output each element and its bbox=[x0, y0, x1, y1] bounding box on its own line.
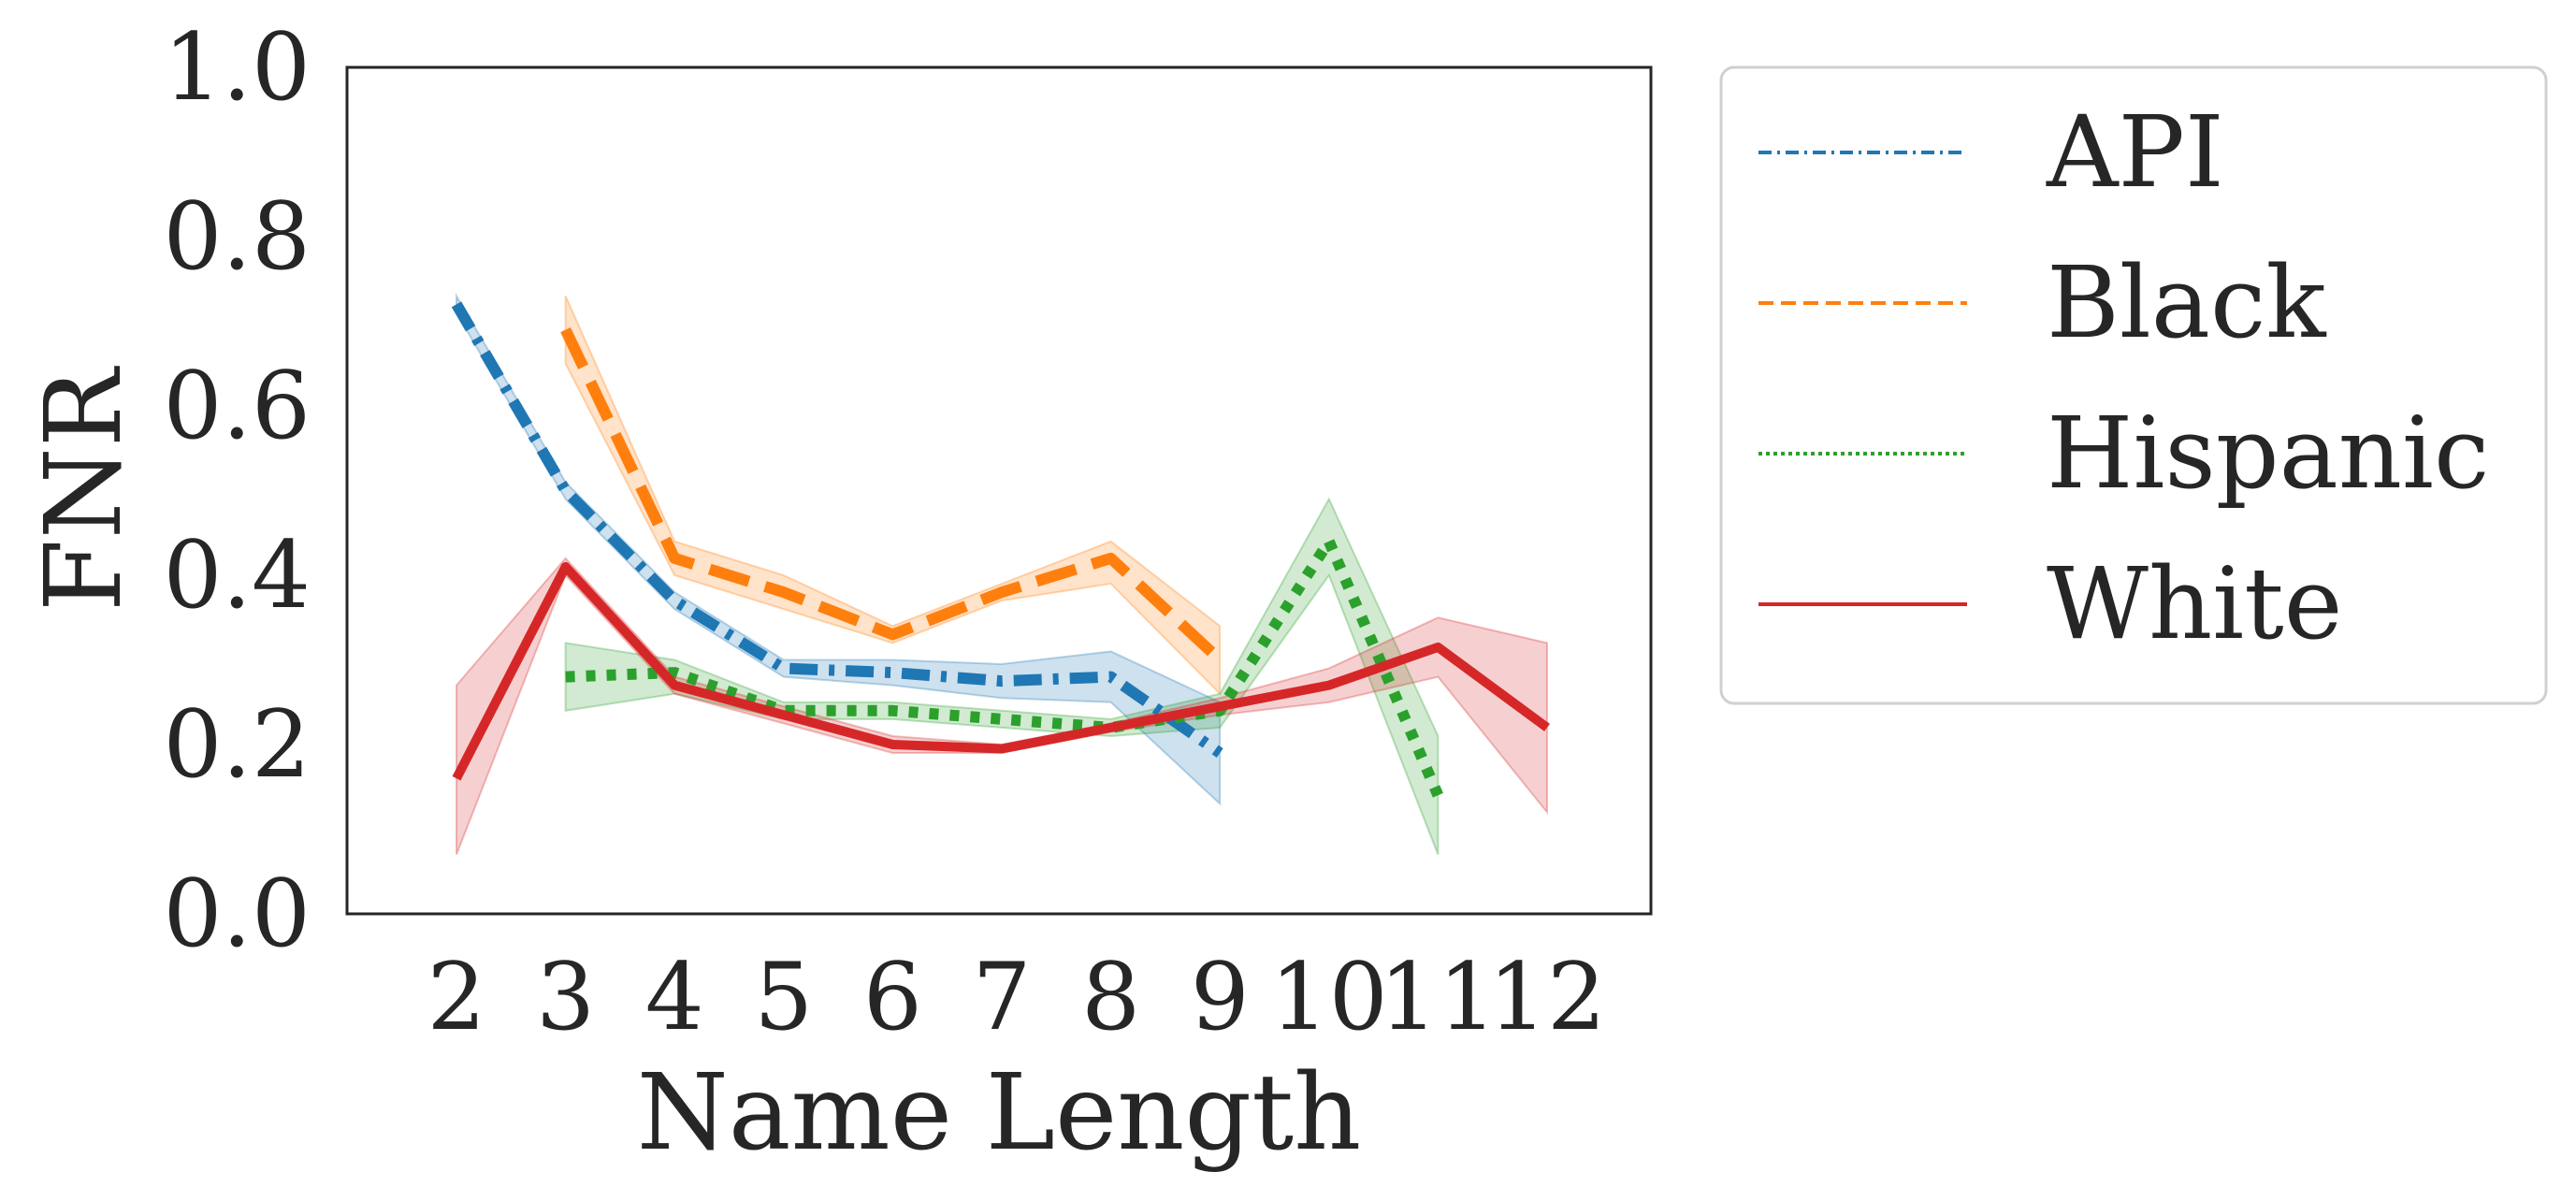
y-tick-label: 0.4 bbox=[164, 522, 311, 629]
legend-label-api: API bbox=[2046, 94, 2224, 210]
line-api bbox=[451, 301, 1223, 758]
x-tick-label: 9 bbox=[1191, 944, 1250, 1051]
x-tick-label: 4 bbox=[645, 944, 704, 1051]
x-tick-label: 12 bbox=[1488, 944, 1606, 1051]
plot-area-frame bbox=[345, 65, 1653, 916]
y-tick-label: 0.8 bbox=[164, 183, 311, 291]
x-axis-label: Name Length bbox=[637, 1052, 1361, 1174]
x-tick-label: 2 bbox=[427, 944, 486, 1051]
y-axis-label: FNR bbox=[23, 365, 145, 612]
x-tick-label: 10 bbox=[1270, 944, 1388, 1051]
legend-frame bbox=[1719, 65, 2548, 705]
line-black bbox=[560, 326, 1224, 664]
legend-label-white: White bbox=[2047, 546, 2342, 661]
x-tick-label: 6 bbox=[863, 944, 922, 1051]
x-tick-label: 3 bbox=[536, 944, 595, 1051]
x-tick-label: 7 bbox=[973, 944, 1032, 1051]
x-tick-label: 11 bbox=[1379, 944, 1497, 1051]
y-tick-label: 0.0 bbox=[164, 861, 311, 968]
y-tick-label: 1.0 bbox=[164, 14, 311, 122]
y-axis-ticks: 0.0 0.2 0.4 0.6 0.8 1.0 bbox=[164, 14, 311, 968]
band-black bbox=[564, 295, 1222, 697]
y-tick-label: 0.6 bbox=[164, 353, 311, 460]
x-tick-label: 8 bbox=[1081, 944, 1140, 1051]
y-tick-label: 0.2 bbox=[164, 691, 311, 799]
legend-label-black: Black bbox=[2047, 245, 2326, 360]
band-white bbox=[456, 557, 1548, 856]
line-hispanic bbox=[565, 535, 1443, 798]
legend: API Black Hispanic White bbox=[1719, 65, 2548, 705]
series-lines bbox=[451, 301, 1550, 798]
line-white bbox=[452, 561, 1550, 781]
x-tick-label: 5 bbox=[754, 944, 813, 1051]
legend-label-hispanic: Hispanic bbox=[2047, 396, 2489, 511]
